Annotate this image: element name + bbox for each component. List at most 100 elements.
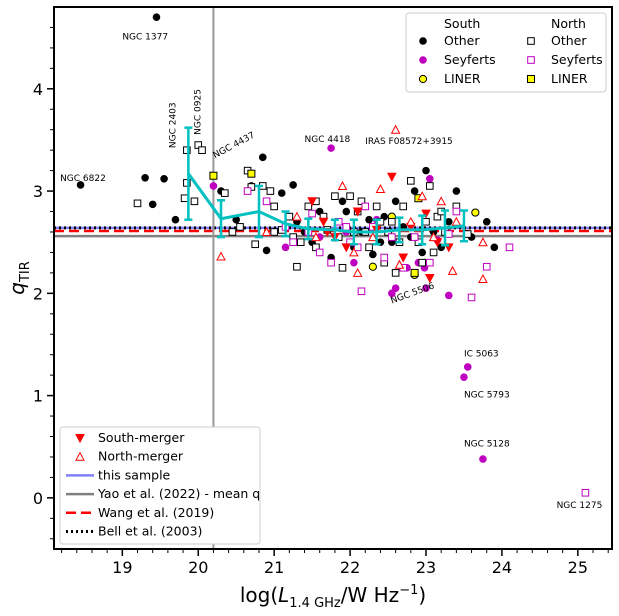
legend-north-label-2: LINER [551, 71, 588, 86]
point-s2-2 [471, 208, 480, 217]
point-s6-9 [421, 209, 431, 219]
median-line-group [184, 126, 468, 247]
point-s1-0 [327, 144, 335, 152]
point-s1-1 [209, 182, 218, 190]
point-s4-12 [380, 253, 389, 262]
legend-south-marker-2 [418, 74, 428, 84]
point-s7-5 [349, 247, 359, 257]
point-s3-12 [236, 223, 244, 231]
point-s6-7 [398, 253, 409, 263]
legend-north-header: North [551, 16, 586, 31]
point-s7-8 [390, 124, 401, 134]
point-s4-16 [425, 258, 434, 267]
point-s1-6 [391, 284, 400, 293]
point-s7-12 [428, 232, 439, 242]
point-s3-51 [270, 228, 278, 236]
point-s4-13 [388, 233, 396, 241]
legend-south-header: South [444, 16, 480, 31]
point-s0-33 [490, 243, 499, 252]
point-s0-17 [338, 197, 347, 206]
xtick-label-4: 23 [416, 558, 436, 577]
xtick-label-0: 19 [112, 558, 132, 577]
point-s3-34 [407, 177, 415, 185]
point-s6-1 [318, 217, 329, 227]
point-s4-23 [361, 202, 370, 211]
legend-south-label-1: Seyferts [444, 52, 496, 67]
point-s4-19 [467, 293, 476, 302]
legend-bottom-marker-1 [75, 451, 85, 461]
point-s4-10 [357, 287, 366, 296]
point-s7-6 [352, 267, 363, 277]
point-s0-5 [171, 215, 180, 224]
point-s7-16 [478, 273, 488, 284]
xtick-label-6: 25 [568, 558, 588, 577]
point-s3-48 [429, 248, 438, 257]
point-s4-18 [452, 207, 461, 216]
annotation-0: NGC 1377 [122, 33, 168, 43]
point-s0-41 [365, 215, 373, 224]
point-s1-4 [350, 258, 358, 267]
median-line [187, 172, 465, 234]
point-s7-7 [375, 183, 386, 194]
xtick-label-2: 21 [264, 558, 284, 577]
annotation-9: NGC 5793 [464, 391, 510, 401]
point-s7-11 [417, 191, 428, 201]
point-s3-24 [338, 263, 347, 272]
point-s3-6 [133, 199, 142, 208]
point-s0-9 [258, 153, 267, 162]
point-s3-47 [418, 258, 427, 267]
annotation-1: NGC 6822 [60, 174, 106, 184]
point-s3-5 [190, 197, 199, 206]
point-s7-15 [478, 237, 488, 247]
legend-bottom-marker-0 [75, 434, 85, 444]
legend-north-marker-1 [527, 56, 535, 64]
point-s3-7 [221, 189, 229, 197]
point-s0-29 [444, 217, 453, 226]
legend-bottom-label-5: Bell et al. (2003) [98, 524, 202, 539]
point-s7-10 [405, 216, 416, 226]
point-s3-36 [422, 217, 430, 226]
legend-bottom: South-merger North-merger this sample Yao e… [59, 426, 261, 545]
point-s1-11 [463, 363, 472, 371]
annotation-11: NGC 1275 [557, 501, 603, 511]
point-s0-25 [418, 248, 427, 257]
point-s0-24 [410, 187, 419, 195]
point-s7-2 [292, 211, 302, 221]
point-s6-3 [341, 243, 352, 253]
point-s1-13 [479, 455, 487, 463]
point-s1-10 [444, 291, 453, 300]
point-s0-0 [152, 13, 161, 22]
point-s3-28 [365, 243, 373, 252]
ytick-label-0: 0 [33, 489, 43, 508]
point-s3-2 [198, 146, 206, 154]
point-s1-12 [460, 373, 468, 381]
point-s3-45 [372, 202, 381, 211]
point-s1-2 [281, 243, 290, 252]
point-s0-1 [76, 181, 85, 189]
point-s7-1 [261, 226, 272, 236]
point-s7-18 [368, 232, 378, 242]
ytick-label-2: 2 [33, 284, 43, 303]
point-s4-20 [482, 262, 491, 271]
point-s3-19 [304, 202, 313, 211]
y-axis-label: qTIR [5, 261, 33, 295]
point-s4-5 [315, 248, 324, 257]
point-s4-0 [243, 187, 252, 195]
point-s3-11 [266, 187, 275, 195]
legend-bottom-label-4: Wang et al. (2019) [98, 505, 214, 520]
point-s3-32 [391, 269, 400, 277]
point-s6-4 [352, 207, 363, 217]
point-s7-4 [337, 180, 348, 190]
point-s1-9 [425, 175, 434, 183]
point-s5-0 [209, 171, 218, 180]
point-s4-21 [505, 243, 514, 252]
point-s0-3 [148, 200, 157, 209]
annotation-8: IC 5063 [464, 350, 499, 360]
point-s5-2 [410, 268, 419, 277]
xtick-label-5: 24 [492, 558, 512, 577]
legend-bottom-label-3: Yao et al. (2022) - mean q [97, 486, 260, 501]
annotation-3: NGC 0925 [194, 89, 204, 135]
point-s3-41 [463, 230, 472, 238]
point-s1-8 [422, 284, 430, 293]
